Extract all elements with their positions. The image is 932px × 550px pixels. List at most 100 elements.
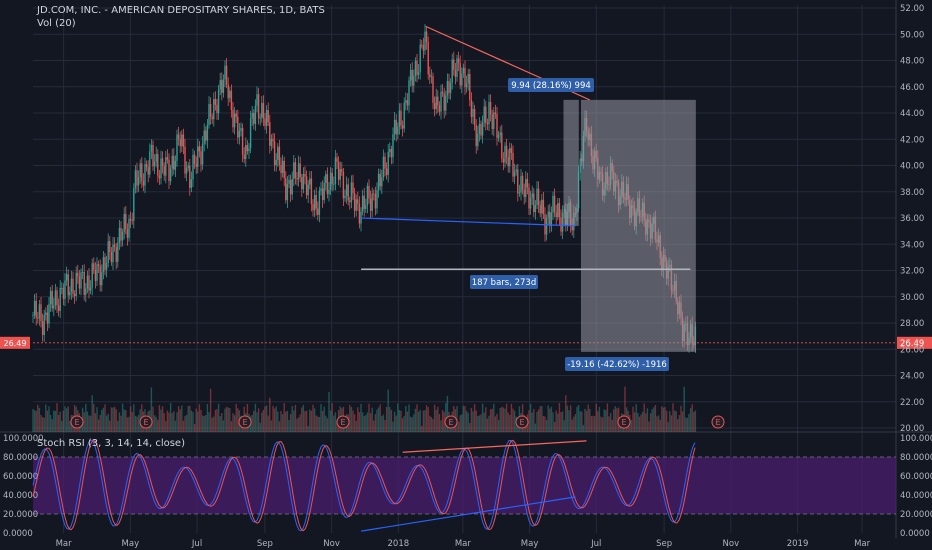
candle-body: [230, 90, 233, 110]
candle-body: [457, 58, 460, 64]
candle-body: [128, 218, 130, 238]
volume-bar: [648, 421, 650, 432]
candle-body: [289, 179, 292, 195]
volume-bar: [539, 406, 541, 432]
volume-bar: [427, 407, 429, 432]
candle-body: [56, 290, 58, 306]
candle-body: [528, 187, 530, 209]
candle-body: [115, 247, 117, 262]
candle-body: [53, 305, 55, 309]
volume-bar: [582, 425, 585, 432]
osc-upper-trendline: [402, 440, 587, 453]
volume-bar: [459, 415, 461, 432]
volume-bar: [69, 420, 71, 432]
volume-bar: [126, 417, 129, 432]
volume-bar: [398, 410, 401, 432]
volume-bar: [429, 415, 431, 432]
price-tick-label: 50.00: [900, 30, 924, 40]
candle-body: [177, 134, 180, 139]
volume-bar: [672, 403, 674, 432]
candle-body: [193, 154, 196, 164]
candle-body: [350, 182, 353, 203]
volume-bar: [675, 411, 677, 432]
candle-body: [536, 188, 538, 206]
volume-bar: [168, 412, 170, 432]
candle-body: [345, 184, 348, 196]
volume-bar: [509, 414, 511, 432]
volume-bar: [184, 416, 186, 432]
volume-bar: [421, 425, 423, 432]
volume-bar: [217, 403, 220, 432]
candle-body: [305, 176, 308, 196]
volume-bar: [125, 410, 127, 432]
drawings[interactable]: 26.49 26.49 9.94 (28.16%) 994 187 bars, 273…: [0, 25, 932, 371]
candle-body: [496, 114, 498, 138]
volume-bar: [373, 420, 375, 432]
volume-bar: [382, 414, 385, 432]
volume-bar: [213, 416, 215, 432]
volume-bar: [227, 407, 229, 432]
candle-body: [454, 69, 457, 77]
candle-body: [272, 138, 274, 142]
volume-bar: [40, 415, 42, 432]
volume-bar: [179, 409, 181, 432]
volume-bar: [624, 386, 626, 432]
volume-bar: [331, 403, 333, 432]
volume-bar: [329, 410, 332, 432]
earnings-marker-label: E: [715, 418, 720, 427]
volume-bar: [275, 406, 277, 432]
candle-body: [37, 317, 39, 319]
candle-body: [472, 108, 474, 117]
candle-body: [366, 185, 369, 206]
volume-bar: [302, 404, 305, 432]
candle-body: [217, 89, 220, 114]
volume-bar: [190, 410, 193, 432]
candle-body: [211, 116, 213, 120]
candle-body: [355, 199, 357, 211]
candle-body: [368, 185, 370, 199]
volume-bar: [235, 404, 237, 432]
volume-bar: [573, 416, 575, 432]
earnings-marker: [711, 415, 725, 429]
stoch-k-line: [32, 439, 696, 532]
volume-bar: [307, 426, 309, 432]
candle-body: [469, 73, 471, 100]
volume-bar: [209, 388, 212, 432]
candle-body: [475, 125, 477, 147]
candle-body: [216, 104, 218, 114]
volume-bar: [229, 408, 231, 432]
candle-body: [464, 67, 466, 88]
bars-range-label: 187 bars, 273d: [472, 278, 536, 288]
volume-bar: [61, 420, 63, 432]
candle-body: [382, 156, 385, 178]
candle-body: [481, 122, 484, 136]
volume-bar: [89, 415, 92, 432]
volume-bar: [550, 406, 553, 432]
candle-body: [358, 203, 361, 224]
volume-bar: [333, 415, 335, 432]
price-range-box-upper: [563, 99, 579, 226]
volume-bar: [689, 408, 692, 432]
volume-bar: [414, 408, 417, 432]
volume-bar: [128, 416, 130, 432]
volume-bar: [645, 413, 647, 432]
volume-bar: [669, 411, 671, 432]
candle-body: [433, 102, 436, 110]
candle-body: [533, 193, 535, 213]
volume-bar: [59, 411, 61, 432]
candle-body: [297, 163, 300, 180]
candle-body: [363, 195, 365, 209]
volume-bar: [432, 418, 434, 432]
volume-bar: [283, 403, 285, 432]
candle-body: [531, 193, 533, 198]
candle-body: [371, 193, 373, 211]
candle-body: [451, 59, 453, 83]
candle-body: [429, 74, 431, 77]
candle-body: [262, 103, 265, 119]
candle-body: [261, 103, 263, 118]
candle-body: [51, 290, 53, 309]
candle-body: [333, 183, 335, 185]
candle-body: [208, 103, 210, 125]
candle-body: [251, 112, 253, 119]
